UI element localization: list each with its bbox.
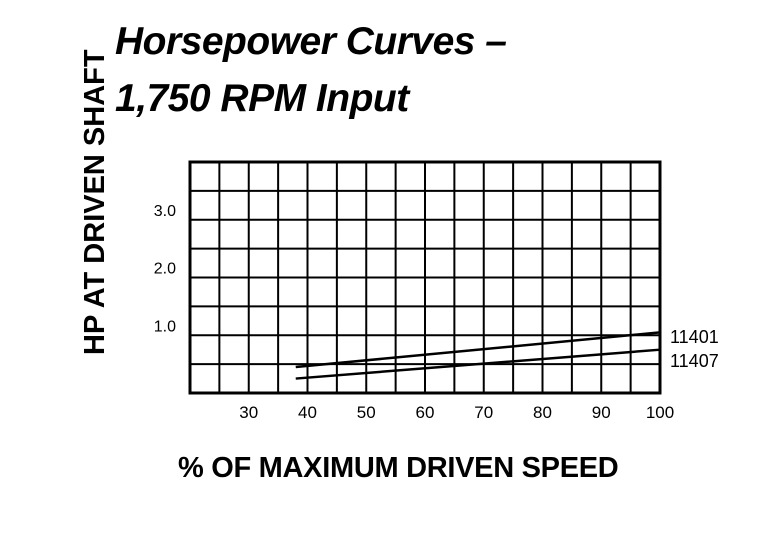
x-tick-label: 30 <box>239 403 258 422</box>
x-axis-label: % OF MAXIMUM DRIVEN SPEED <box>178 452 619 484</box>
x-tick-label: 80 <box>533 403 552 422</box>
y-tick-label: 2.0 <box>154 261 176 278</box>
y-tick-label: 3.0 <box>154 203 176 220</box>
y-axis-label: HP AT DRIVEN SHAFT <box>79 49 111 355</box>
chart-grid <box>190 162 660 393</box>
x-tick-label: 40 <box>298 403 317 422</box>
plot-frame <box>188 160 662 395</box>
chart-title: Horsepower Curves – <box>115 20 507 63</box>
series-label: 11401 <box>670 327 719 347</box>
series-line-11401 <box>295 331 661 369</box>
x-tick-label: 50 <box>357 403 376 422</box>
x-tick-label: 70 <box>474 403 493 422</box>
x-tick-labels: 30 40 50 60 70 80 90 100 <box>239 403 674 422</box>
series-labels: 11401 11407 <box>670 327 719 371</box>
y-tick-labels: 1.0 2.0 3.0 <box>154 203 176 336</box>
x-tick-label: 100 <box>646 403 674 422</box>
y-tick-label: 1.0 <box>154 318 176 335</box>
x-tick-label: 60 <box>416 403 435 422</box>
x-tick-label: 90 <box>592 403 611 422</box>
series-line-11407 <box>295 348 661 380</box>
chart-subtitle: 1,750 RPM Input <box>115 77 409 120</box>
series-lines <box>295 331 661 380</box>
series-label: 11407 <box>670 351 719 371</box>
